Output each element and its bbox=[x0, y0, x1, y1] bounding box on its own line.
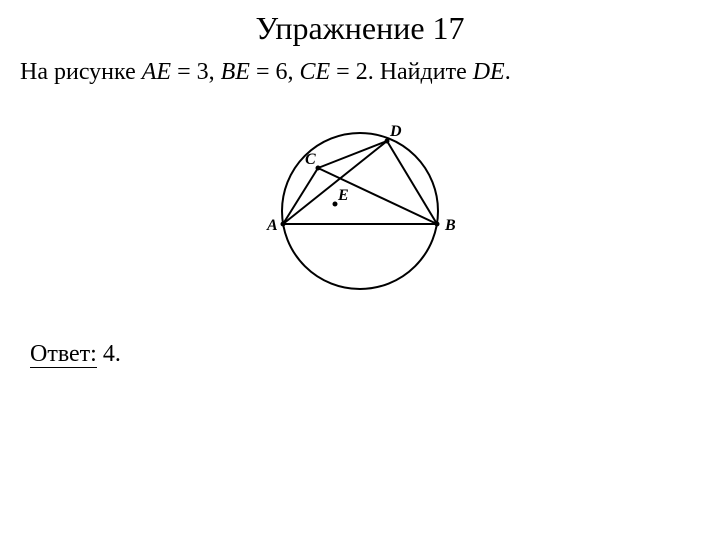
diagram-container: A B C D E bbox=[0, 111, 720, 301]
label-A: A bbox=[266, 217, 278, 234]
eq1: = 3, bbox=[171, 59, 221, 85]
eq3: = 2. Найдите bbox=[330, 59, 473, 85]
chord-A-D bbox=[283, 141, 387, 224]
var-de: DE bbox=[473, 59, 505, 85]
label-B: B bbox=[444, 217, 456, 234]
answer-label: Ответ: bbox=[30, 341, 97, 368]
point-B bbox=[435, 222, 440, 227]
point-D bbox=[385, 139, 390, 144]
point-C bbox=[316, 166, 321, 171]
problem-statement: На рисунке AE = 3, BE = 6, CE = 2. Найди… bbox=[20, 59, 700, 86]
label-E: E bbox=[337, 187, 349, 204]
chord-C-D bbox=[318, 141, 387, 168]
var-ce: CE bbox=[299, 59, 330, 85]
problem-suffix: . bbox=[505, 59, 511, 85]
var-ae: AE bbox=[142, 59, 171, 85]
var-be: BE bbox=[221, 59, 250, 85]
eq2: = 6, bbox=[250, 59, 300, 85]
answer-line: Ответ: 4. bbox=[30, 341, 720, 368]
answer-value: 4. bbox=[97, 341, 121, 367]
label-C: C bbox=[305, 151, 316, 168]
chord-A-C bbox=[283, 168, 318, 224]
geometry-diagram: A B C D E bbox=[245, 111, 475, 301]
page-title: Упражнение 17 bbox=[0, 10, 720, 47]
point-E bbox=[333, 202, 338, 207]
label-D: D bbox=[389, 123, 402, 140]
problem-prefix: На рисунке bbox=[20, 59, 142, 85]
point-A bbox=[281, 222, 286, 227]
